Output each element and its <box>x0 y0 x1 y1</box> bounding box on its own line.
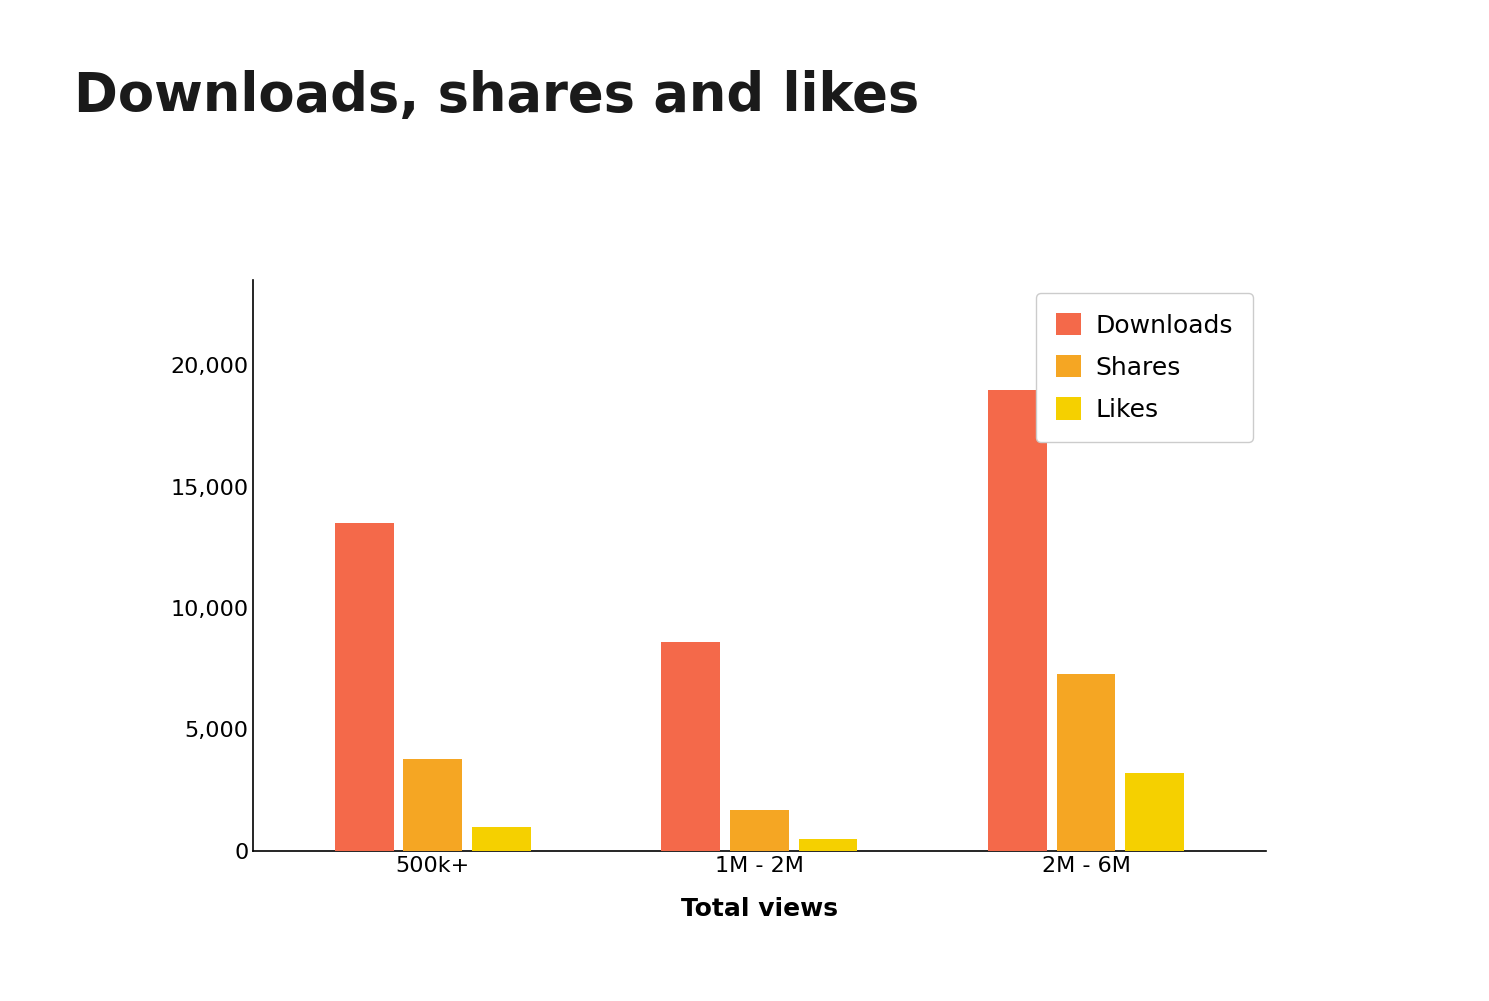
Bar <box>989 389 1047 851</box>
Legend: Downloads, Shares, Likes: Downloads, Shares, Likes <box>1036 292 1254 442</box>
Bar <box>661 642 721 851</box>
Bar <box>798 839 858 851</box>
Bar <box>730 810 789 851</box>
Bar <box>1057 674 1115 851</box>
Bar <box>1126 773 1184 851</box>
Bar <box>404 759 462 851</box>
Text: Downloads, shares and likes: Downloads, shares and likes <box>74 70 920 122</box>
Bar <box>335 524 393 851</box>
Bar <box>472 827 530 851</box>
X-axis label: Total views: Total views <box>680 897 838 921</box>
